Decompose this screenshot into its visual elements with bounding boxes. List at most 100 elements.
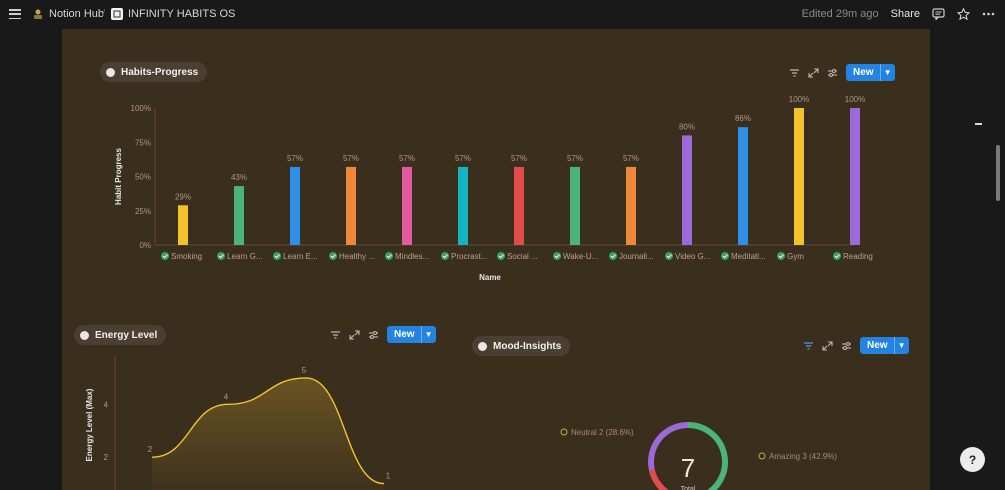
check-circle-icon (609, 252, 617, 260)
energy-point-label: 4 (224, 392, 229, 401)
check-mark-icon (386, 254, 392, 259)
bar-10 (682, 135, 692, 245)
bar-7 (514, 166, 524, 245)
check-circle-icon (441, 252, 449, 260)
bar-value-label: 57% (399, 154, 415, 163)
bar-value-label: 57% (511, 154, 527, 163)
check-mark-icon (778, 254, 784, 259)
y-tick-label: 25% (135, 207, 151, 216)
energy-new-button[interactable]: New ▼ (387, 326, 436, 343)
x-tick-label: Social ... (507, 252, 538, 261)
breadcrumb-workspace[interactable]: Notion Hub (32, 8, 104, 20)
mood-new-button[interactable]: New ▼ (860, 337, 909, 354)
x-tick-label: Journali... (619, 252, 654, 261)
bar-value-label: 57% (343, 154, 359, 163)
outline-marker[interactable] (975, 123, 982, 125)
energy-filter-icon[interactable] (330, 330, 341, 340)
bar-value-label: 57% (623, 154, 639, 163)
x-tick-label: Reading (843, 252, 873, 261)
check-circle-icon (833, 252, 841, 260)
bar-4 (346, 166, 356, 245)
energy-point-label: 1 (386, 472, 391, 481)
x-tick-label: Wake-U... (563, 252, 598, 261)
expand-icon[interactable] (808, 67, 819, 78)
habits-progress-chart: 0% 25% 50% 75% 100% Habit Progress Name 29% Smok… (114, 95, 873, 282)
y-tick-label: 75% (135, 138, 151, 147)
y-tick-label: 0% (139, 241, 151, 250)
neutral-legend-icon (560, 428, 568, 436)
x-tick-label: Mindles... (395, 252, 429, 261)
bar-11 (738, 127, 748, 245)
check-mark-icon (442, 254, 448, 259)
star-icon[interactable] (957, 8, 970, 20)
menu-icon[interactable] (9, 9, 21, 19)
energy-point-label: 2 (148, 445, 153, 454)
amazing-legend-icon (758, 452, 766, 460)
bar-12 (794, 108, 804, 245)
comment-icon[interactable] (932, 8, 945, 20)
energy-level-title-label: Energy Level (95, 329, 158, 341)
bar-value-label: 57% (567, 154, 583, 163)
mood-filter-icon[interactable] (803, 341, 814, 351)
check-mark-icon (162, 254, 168, 259)
filter-icon[interactable] (789, 68, 800, 78)
check-circle-icon (273, 252, 281, 260)
y-tick-label: 100% (131, 104, 151, 113)
check-circle-icon (329, 252, 337, 260)
breadcrumb-workspace-label: Notion Hub (49, 8, 105, 20)
habits-progress-dot-icon (106, 67, 115, 77)
energy-area-fill (152, 377, 384, 490)
energy-y-tick-label: 2 (104, 453, 109, 462)
habits-progress-title[interactable]: Habits-Progress (100, 62, 208, 82)
energy-y-axis-title: Energy Level (Max) (85, 388, 94, 461)
bar-value-label: 43% (231, 173, 247, 182)
energy-new-label: New (394, 329, 415, 340)
check-mark-icon (554, 254, 560, 259)
bar-6 (458, 166, 468, 245)
x-tick-label: Learn G... (227, 252, 263, 261)
bar-value-label: 57% (287, 154, 303, 163)
energy-expand-icon[interactable] (349, 329, 360, 340)
x-tick-label: Video G... (675, 252, 710, 261)
y-axis-title: Habit Progress (114, 147, 123, 204)
page-scrollbar[interactable] (996, 145, 1000, 201)
check-circle-icon (385, 252, 393, 260)
bar-9 (626, 166, 636, 245)
breadcrumb-page[interactable]: INFINITY HABITS OS (111, 8, 235, 20)
check-circle-icon (777, 252, 785, 260)
check-circle-icon (665, 252, 673, 260)
habits-progress-title-label: Habits-Progress (121, 66, 199, 78)
mood-chevron-down-icon[interactable]: ▼ (893, 337, 909, 354)
chevron-down-icon[interactable]: ▼ (879, 64, 895, 81)
amazing-legend-label: Amazing 3 (42.9%) (769, 452, 837, 461)
bar-3 (290, 166, 300, 245)
bar-value-label: 57% (455, 154, 471, 163)
energy-y-tick-label: 4 (104, 400, 109, 409)
mood-settings-sliders-icon[interactable] (841, 341, 852, 351)
help-button[interactable]: ? (960, 447, 985, 472)
habits-new-button[interactable]: New ▼ (846, 64, 895, 81)
share-button[interactable]: Share (890, 8, 920, 20)
bar-5 (402, 166, 412, 245)
energy-settings-sliders-icon[interactable] (368, 330, 379, 340)
breadcrumb-page-label: INFINITY HABITS OS (128, 8, 236, 20)
energy-line (151, 377, 385, 485)
check-mark-icon (218, 254, 224, 259)
bar-value-label: 29% (175, 192, 191, 201)
bar-8 (570, 166, 580, 245)
bar-value-label: 100% (845, 95, 865, 104)
more-options-icon[interactable] (982, 8, 995, 20)
bar-13 (850, 108, 860, 245)
help-icon: ? (968, 452, 977, 467)
mood-insights-title-label: Mood-Insights (493, 340, 562, 352)
energy-chevron-down-icon[interactable]: ▼ (420, 326, 436, 343)
mood-insights-title[interactable]: Mood-Insights (472, 336, 571, 356)
mood-expand-icon[interactable] (822, 340, 833, 351)
energy-level-title[interactable]: Energy Level (74, 325, 167, 345)
x-tick-label: Learn E... (283, 252, 318, 261)
page-icon (111, 8, 123, 20)
check-mark-icon (834, 254, 840, 259)
x-tick-label: Procrast... (451, 252, 487, 261)
check-mark-icon (330, 254, 336, 259)
settings-sliders-icon[interactable] (827, 68, 838, 78)
